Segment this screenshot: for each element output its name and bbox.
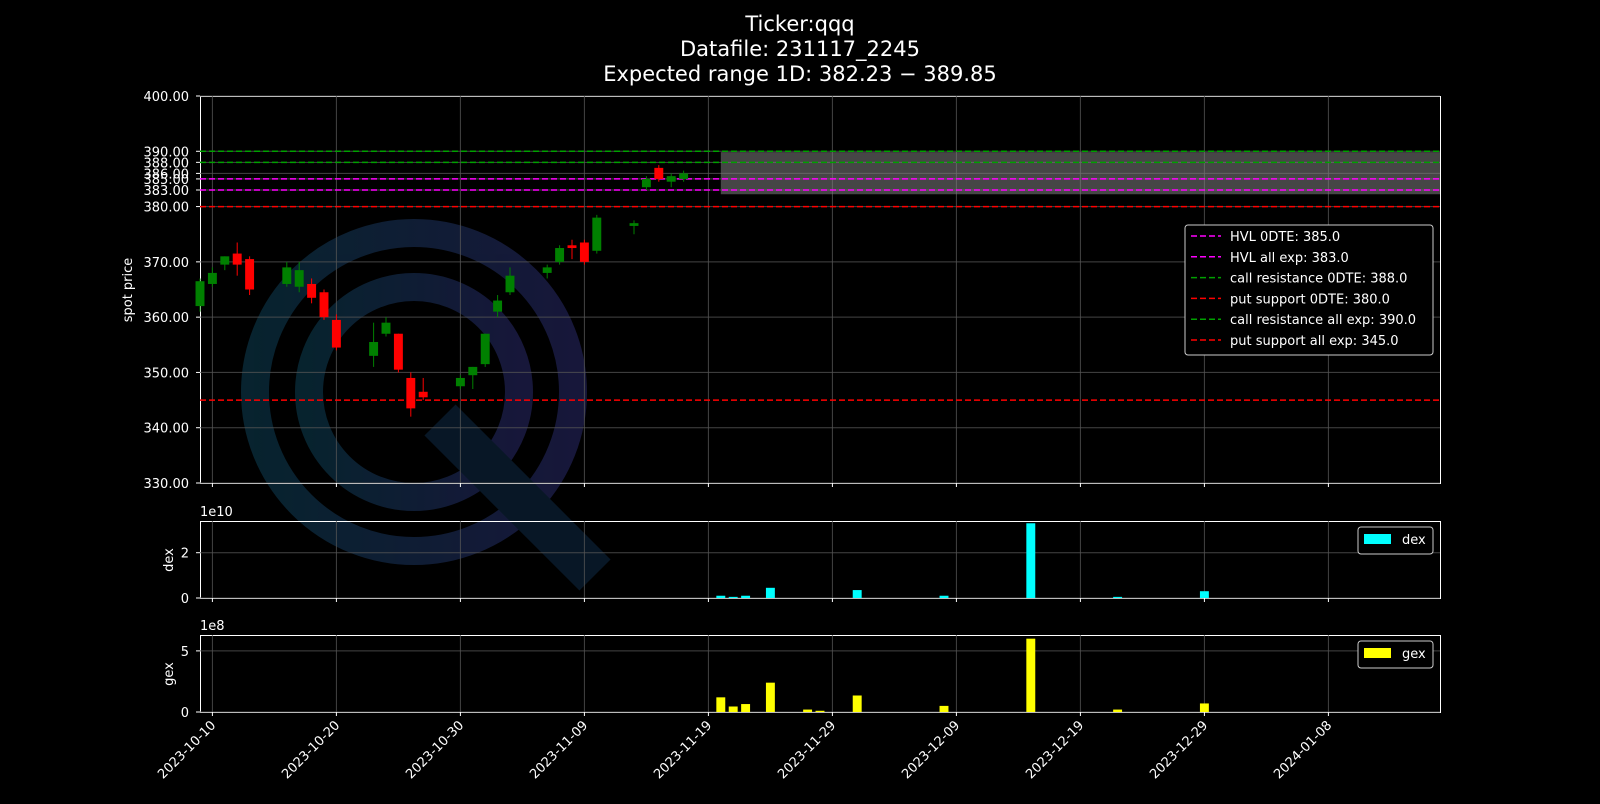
gex-bar: [815, 710, 825, 712]
gex-bar: [1113, 709, 1123, 712]
candle-body: [207, 272, 217, 284]
candle-body: [406, 377, 416, 409]
candle-body: [418, 391, 428, 398]
price-y-tick-label: 400.00: [144, 90, 190, 105]
gex-exponent-label: 1e8: [200, 619, 225, 634]
candle-body: [245, 259, 255, 290]
price-y-tick-label: 350.00: [144, 366, 190, 381]
gex-bar: [803, 709, 813, 712]
candle-body: [468, 366, 478, 376]
price-y-tick-label: 370.00: [144, 256, 190, 271]
title-line-3: Expected range 1D: 382.23 − 389.85: [603, 62, 997, 86]
candle-body: [455, 377, 465, 387]
title-line-2: Datafile: 231117_2245: [680, 37, 920, 62]
candle-body: [282, 267, 292, 284]
price-y-tick-label: 390.00: [144, 145, 190, 160]
dex-y-ticks: 02: [181, 547, 200, 607]
legend-entry-label: put support 0DTE: 380.0: [1230, 292, 1390, 307]
dex-bar: [1199, 591, 1209, 598]
expected-range-rect: [720, 152, 1440, 195]
gex-bar: [728, 706, 738, 712]
gex-bars: [716, 638, 1209, 712]
candle-body: [567, 245, 577, 249]
candle-body: [331, 319, 341, 348]
candle-body: [542, 267, 552, 273]
price-y-axis-label: spot price: [121, 258, 136, 323]
gex-bar: [852, 695, 862, 712]
gex-legend-label: gex: [1402, 647, 1426, 662]
gex-bar: [1199, 703, 1209, 712]
gex-bar: [1026, 638, 1036, 712]
candle-body: [480, 333, 490, 365]
candle-body: [381, 322, 391, 334]
dex-y-tick-label: 0: [181, 592, 189, 607]
gex-legend-swatch: [1364, 648, 1391, 658]
candle-body: [369, 342, 379, 356]
candle-body: [505, 275, 515, 293]
candle-body: [641, 178, 651, 188]
candle-body: [493, 300, 503, 312]
dex-bar: [852, 590, 862, 598]
dex-bars: [716, 523, 1209, 598]
candle-body: [294, 270, 304, 287]
gex-bar: [741, 704, 751, 712]
price-y-tick-label: 380.00: [144, 201, 190, 216]
dex-bar: [728, 596, 738, 598]
price-y-tick-label: 360.00: [144, 311, 190, 326]
gex-y-ticks: 05: [181, 645, 200, 721]
watermark-logo: [241, 219, 611, 591]
price-y-tick-label: 330.00: [144, 477, 190, 492]
candle-body: [220, 256, 230, 265]
candle-body: [666, 176, 676, 182]
candle-body: [592, 217, 602, 251]
price-y-ticks: 330.00 340.00 350.00 360.00 370.00 380.00 383.…: [144, 90, 200, 492]
legend-entry-label: put support all exp: 345.0: [1230, 334, 1399, 349]
dex-bar: [765, 587, 775, 598]
candle-body: [555, 248, 565, 262]
price-y-tick-label: 385.00: [144, 173, 190, 188]
candle-body: [393, 333, 403, 370]
dex-bar: [939, 595, 949, 598]
candle-body: [307, 283, 317, 298]
candle-body: [579, 242, 589, 262]
expected-range-band: [720, 152, 1440, 195]
gex-y-tick-label: 0: [181, 706, 189, 721]
candle-body: [195, 281, 205, 307]
title-line-1: Ticker:qqq: [744, 12, 854, 36]
price-y-tick-label: 340.00: [144, 422, 190, 437]
dex-y-tick-label: 2: [181, 547, 189, 562]
candle-body: [679, 173, 689, 179]
dex-legend-label: dex: [1402, 533, 1426, 548]
legend-entry-label: HVL 0DTE: 385.0: [1230, 230, 1340, 245]
price-y-tick-label: 383.00: [144, 184, 190, 199]
candle-body: [319, 292, 329, 318]
gex-bar: [716, 697, 726, 712]
candle-body: [629, 223, 639, 226]
dex-exponent-label: 1e10: [200, 505, 233, 520]
dex-bar: [741, 595, 751, 598]
price-legend: HVL 0DTE: 385.0 HVL all exp: 383.0 call re…: [1184, 224, 1434, 356]
gex-bar: [765, 682, 775, 712]
dex-y-axis-label: dex: [162, 548, 177, 572]
gex-legend: gex: [1357, 640, 1434, 669]
dex-bar: [1113, 596, 1123, 598]
candle-body: [654, 167, 664, 179]
price-y-tick-label: 386.00: [144, 167, 190, 182]
dex-bar: [716, 595, 726, 598]
price-y-tick-label: 388.00: [144, 156, 190, 171]
gex-bar: [939, 705, 949, 712]
legend-entry-label: HVL all exp: 383.0: [1230, 251, 1349, 266]
legend-entry-label: call resistance all exp: 390.0: [1230, 313, 1416, 328]
candlesticks: [195, 165, 689, 417]
candle-body: [232, 253, 242, 265]
chart-title: Ticker:qqq Datafile: 231117_2245 Expecte…: [603, 12, 997, 86]
dex-grid: [200, 521, 1440, 599]
dex-bar: [1026, 523, 1036, 598]
dex-legend-swatch: [1364, 534, 1391, 544]
gex-y-axis-label: gex: [162, 662, 177, 686]
legend-entry-label: call resistance 0DTE: 388.0: [1230, 272, 1407, 287]
gex-y-tick-label: 5: [181, 645, 189, 660]
dex-legend: dex: [1357, 526, 1434, 555]
